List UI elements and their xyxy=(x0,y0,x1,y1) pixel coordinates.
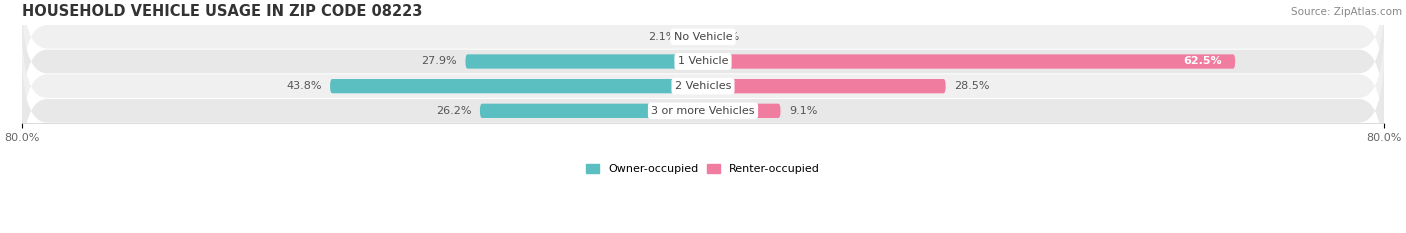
Text: 62.5%: 62.5% xyxy=(1184,56,1222,66)
Text: 28.5%: 28.5% xyxy=(955,81,990,91)
FancyBboxPatch shape xyxy=(22,0,1384,99)
Text: 26.2%: 26.2% xyxy=(436,106,471,116)
FancyBboxPatch shape xyxy=(22,24,1384,148)
FancyBboxPatch shape xyxy=(703,104,780,118)
Text: 1 Vehicle: 1 Vehicle xyxy=(678,56,728,66)
FancyBboxPatch shape xyxy=(22,49,1384,173)
Legend: Owner-occupied, Renter-occupied: Owner-occupied, Renter-occupied xyxy=(581,159,825,179)
FancyBboxPatch shape xyxy=(703,79,946,93)
FancyBboxPatch shape xyxy=(703,54,1234,69)
FancyBboxPatch shape xyxy=(465,54,703,69)
FancyBboxPatch shape xyxy=(479,104,703,118)
Text: 3 or more Vehicles: 3 or more Vehicles xyxy=(651,106,755,116)
Text: 2.1%: 2.1% xyxy=(648,32,676,42)
FancyBboxPatch shape xyxy=(330,79,703,93)
Text: 27.9%: 27.9% xyxy=(422,56,457,66)
FancyBboxPatch shape xyxy=(22,0,1384,124)
FancyBboxPatch shape xyxy=(685,30,703,44)
Text: HOUSEHOLD VEHICLE USAGE IN ZIP CODE 08223: HOUSEHOLD VEHICLE USAGE IN ZIP CODE 0822… xyxy=(22,4,422,19)
Text: 9.1%: 9.1% xyxy=(789,106,817,116)
Text: 2 Vehicles: 2 Vehicles xyxy=(675,81,731,91)
Text: No Vehicle: No Vehicle xyxy=(673,32,733,42)
Text: 0.0%: 0.0% xyxy=(711,32,740,42)
Text: Source: ZipAtlas.com: Source: ZipAtlas.com xyxy=(1291,7,1402,17)
Text: 43.8%: 43.8% xyxy=(285,81,322,91)
